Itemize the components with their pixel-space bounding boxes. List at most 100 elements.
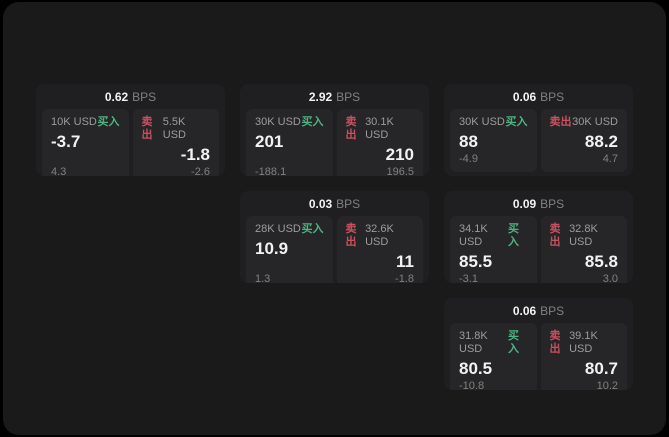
quote-card: 0.62 BPS 10K USD 买入 -3.7 4.3 卖出 5.5K USD…	[36, 84, 225, 176]
sell-price-value: 85.8	[584, 252, 618, 271]
sell-tag: 卖出	[549, 223, 561, 248]
buy-sub-value: 1.3	[255, 273, 271, 283]
sell-size-label: 30K USD	[572, 116, 618, 128]
quote-panels: 10K USD 买入 -3.7 4.3 卖出 5.5K USD -1.8 -2.…	[36, 109, 225, 176]
bps-unit-label: BPS	[336, 196, 361, 211]
buy-size-label: 10K USD	[51, 116, 97, 128]
sell-tag: 卖出	[345, 223, 357, 248]
buy-panel-header: 30K USD 买入	[459, 116, 528, 129]
sell-quote-panel[interactable]: 卖出 30.1K USD 210 196.5	[336, 109, 423, 176]
buy-quote-panel[interactable]: 31.8K USD 买入 80.5 -10.8	[450, 323, 537, 390]
buy-price-value: 80.5	[459, 359, 493, 378]
sell-panel-header: 卖出 30K USD	[550, 116, 619, 129]
bps-unit-label: BPS	[132, 89, 157, 104]
sell-panel-header: 卖出 39.1K USD	[550, 330, 619, 356]
spread-header: 0.62 BPS	[36, 84, 225, 109]
spread-header: 0.06 BPS	[444, 84, 633, 109]
buy-tag: 买入	[507, 223, 519, 248]
quote-panels: 31.8K USD 买入 80.5 -10.8 卖出 39.1K USD 80.…	[444, 323, 633, 390]
buy-price-value: 88	[459, 132, 478, 151]
buy-price-value: 201	[255, 132, 284, 151]
sell-price-value: 210	[385, 145, 414, 164]
spread-header: 2.92 BPS	[240, 84, 429, 109]
buy-size-label: 30K USD	[459, 116, 505, 128]
buy-sub-value: 4.3	[51, 166, 67, 176]
quote-card: 2.92 BPS 30K USD 买入 201 -188.1 卖出 30.1K …	[240, 84, 429, 176]
sell-price-value: -1.8	[180, 145, 210, 164]
buy-tag: 买入	[505, 116, 528, 128]
spread-bps-value: 0.62	[104, 89, 129, 104]
buy-quote-panel[interactable]: 34.1K USD 买入 85.5 -3.1	[450, 216, 537, 283]
sell-size-label: 32.8K USD	[569, 223, 598, 248]
quote-panels: 30K USD 买入 88 -4.9 卖出 30K USD 88.2 4.7	[444, 109, 633, 176]
buy-quote-panel[interactable]: 30K USD 买入 88 -4.9	[450, 109, 537, 172]
buy-sub-value: -4.9	[459, 153, 478, 165]
sell-sub-value: 4.7	[602, 153, 618, 165]
sell-price-value: 11	[396, 252, 414, 271]
spread-bps-value: 0.06	[512, 89, 537, 104]
bps-unit-label: BPS	[540, 303, 565, 318]
sell-price-value: 88.2	[584, 132, 618, 151]
buy-quote-panel[interactable]: 10K USD 买入 -3.7 4.3	[42, 109, 129, 176]
quote-card-grid: 0.62 BPS 10K USD 买入 -3.7 4.3 卖出 5.5K USD…	[36, 84, 633, 390]
trading-board-window: 0.62 BPS 10K USD 买入 -3.7 4.3 卖出 5.5K USD…	[3, 2, 666, 435]
sell-sub-value: 10.2	[596, 380, 618, 390]
sell-tag: 卖出	[141, 116, 153, 141]
buy-price-value: 85.5	[459, 252, 493, 271]
sell-panel-header: 卖出 32.6K USD	[346, 223, 415, 249]
spread-bps-value: 0.03	[308, 196, 333, 211]
sell-price-value: 80.7	[584, 359, 618, 378]
sell-tag: 卖出	[549, 330, 561, 355]
sell-panel-header: 卖出 5.5K USD	[142, 116, 211, 142]
sell-tag: 卖出	[549, 116, 572, 128]
quote-card: 0.03 BPS 28K USD 买入 10.9 1.3 卖出 32.6K US…	[240, 191, 429, 283]
sell-sub-value: -2.6	[191, 166, 210, 176]
quote-panels: 30K USD 买入 201 -188.1 卖出 30.1K USD 210 1…	[240, 109, 429, 176]
buy-quote-panel[interactable]: 28K USD 买入 10.9 1.3	[246, 216, 333, 283]
buy-size-label: 28K USD	[255, 223, 301, 235]
buy-panel-header: 10K USD 买入	[51, 116, 120, 129]
sell-quote-panel[interactable]: 卖出 30K USD 88.2 4.7	[540, 109, 627, 172]
buy-panel-header: 34.1K USD 买入	[459, 223, 528, 249]
buy-tag: 买入	[301, 116, 324, 128]
quote-panels: 28K USD 买入 10.9 1.3 卖出 32.6K USD 11 -1.8	[240, 216, 429, 283]
sell-sub-value: 3.0	[602, 273, 618, 283]
buy-tag: 买入	[301, 223, 324, 235]
buy-size-label: 31.8K USD	[459, 330, 488, 355]
sell-panel-header: 卖出 32.8K USD	[550, 223, 619, 249]
buy-panel-header: 31.8K USD 买入	[459, 330, 528, 356]
sell-sub-value: 196.5	[386, 166, 414, 176]
sell-size-label: 39.1K USD	[569, 330, 598, 355]
spread-header: 0.03 BPS	[240, 191, 429, 216]
sell-tag: 卖出	[345, 116, 357, 141]
bps-unit-label: BPS	[336, 89, 361, 104]
spread-bps-value: 0.06	[512, 303, 537, 318]
spread-bps-value: 0.09	[512, 196, 537, 211]
sell-quote-panel[interactable]: 卖出 32.8K USD 85.8 3.0	[540, 216, 627, 283]
quote-panels: 34.1K USD 买入 85.5 -3.1 卖出 32.8K USD 85.8…	[444, 216, 633, 283]
buy-panel-header: 30K USD 买入	[255, 116, 324, 129]
quote-card: 0.09 BPS 34.1K USD 买入 85.5 -3.1 卖出 32.8K…	[444, 191, 633, 283]
spread-header: 0.06 BPS	[444, 298, 633, 323]
sell-sub-value: -1.8	[395, 273, 414, 283]
buy-tag: 买入	[507, 330, 519, 355]
sell-quote-panel[interactable]: 卖出 5.5K USD -1.8 -2.6	[132, 109, 219, 176]
buy-sub-value: -188.1	[255, 166, 287, 176]
sell-quote-panel[interactable]: 卖出 32.6K USD 11 -1.8	[336, 216, 423, 283]
sell-size-label: 32.6K USD	[365, 223, 394, 248]
buy-quote-panel[interactable]: 30K USD 买入 201 -188.1	[246, 109, 333, 176]
spread-header: 0.09 BPS	[444, 191, 633, 216]
quote-card: 0.06 BPS 31.8K USD 买入 80.5 -10.8 卖出 39.1…	[444, 298, 633, 390]
quote-card: 0.06 BPS 30K USD 买入 88 -4.9 卖出 30K USD 8…	[444, 84, 633, 176]
bps-unit-label: BPS	[540, 196, 565, 211]
sell-size-label: 5.5K USD	[162, 116, 186, 141]
buy-tag: 买入	[97, 116, 120, 128]
buy-size-label: 34.1K USD	[459, 223, 488, 248]
sell-quote-panel[interactable]: 卖出 39.1K USD 80.7 10.2	[540, 323, 627, 390]
bps-unit-label: BPS	[540, 89, 565, 104]
buy-sub-value: -10.8	[459, 380, 485, 390]
spread-bps-value: 2.92	[308, 89, 333, 104]
buy-price-value: 10.9	[255, 239, 289, 258]
sell-size-label: 30.1K USD	[365, 116, 394, 141]
sell-panel-header: 卖出 30.1K USD	[346, 116, 415, 142]
